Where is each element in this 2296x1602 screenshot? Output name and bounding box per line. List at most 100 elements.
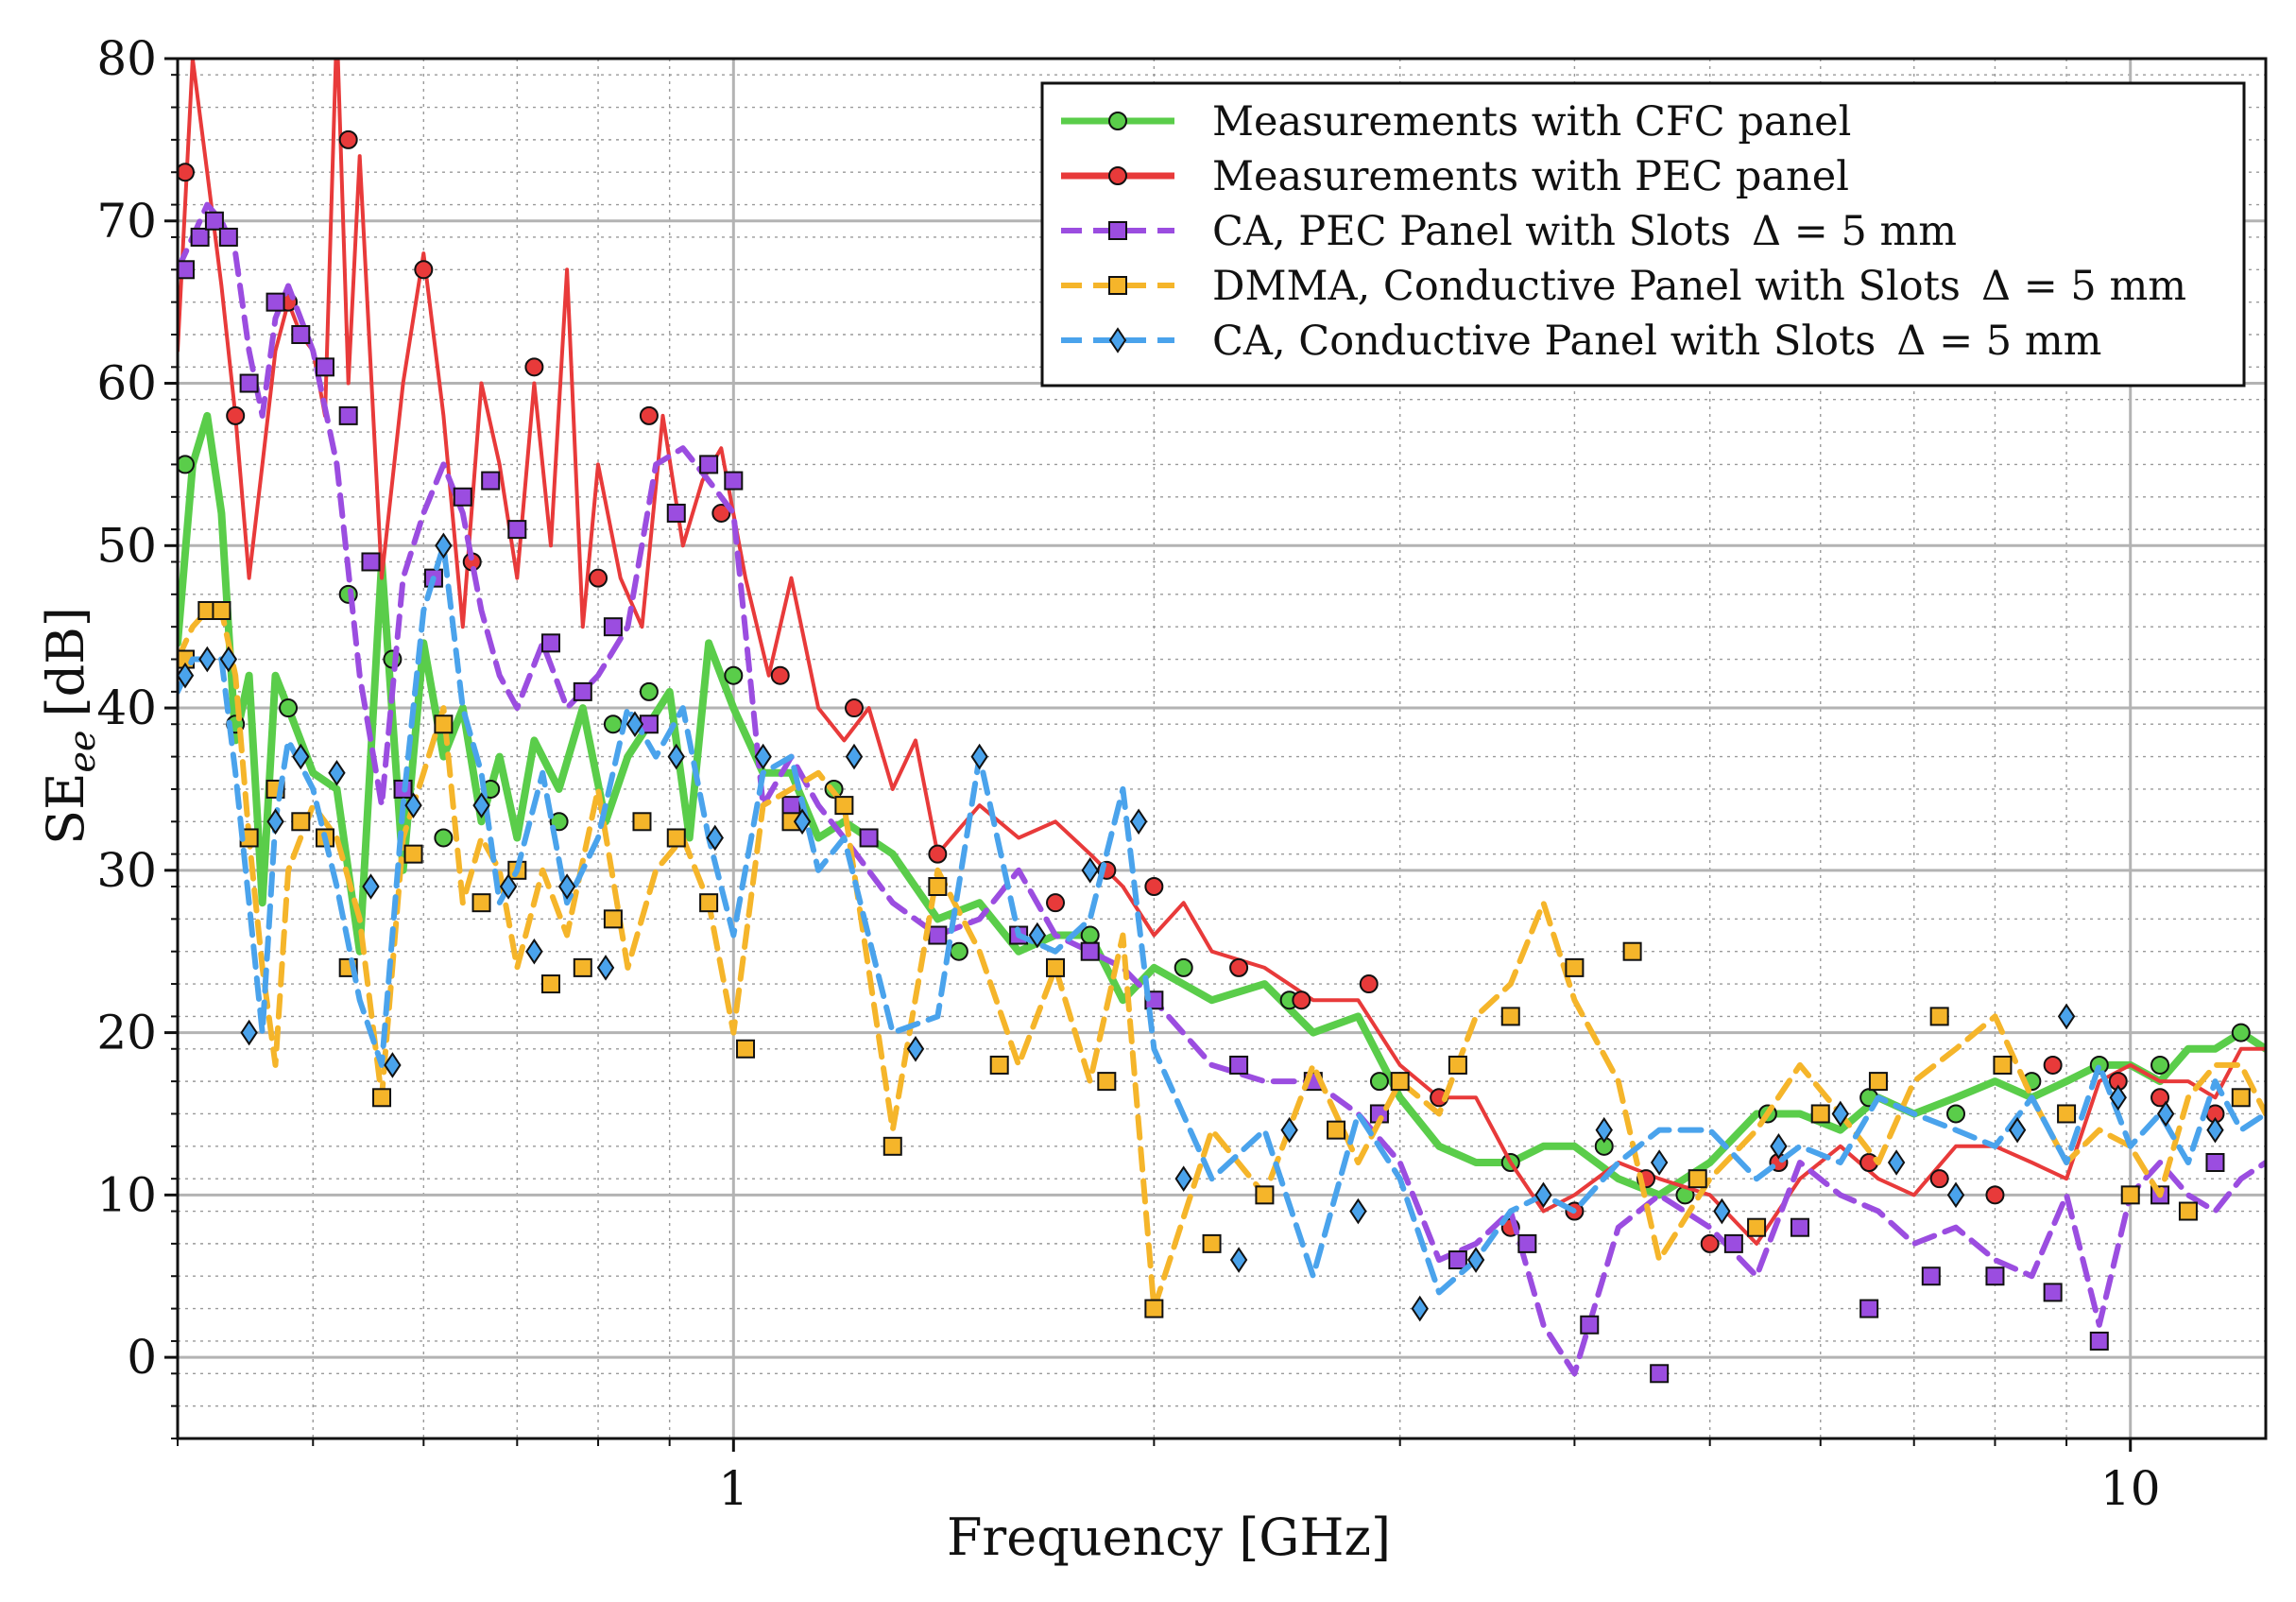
series-marker — [2150, 1055, 2170, 1075]
series-marker — [1229, 1247, 1248, 1273]
y-tick-label: 10 — [96, 1167, 157, 1222]
series-marker — [1080, 925, 1100, 945]
series-marker — [1595, 1116, 1613, 1144]
series-marker — [524, 357, 544, 377]
y-tick-label: 80 — [96, 31, 157, 86]
series-marker — [928, 877, 948, 896]
series-marker — [970, 743, 988, 770]
series-marker — [989, 1055, 1009, 1075]
legend-swatch-marker — [1108, 166, 1127, 185]
series-marker — [1946, 1181, 1965, 1209]
series-marker — [1448, 1250, 1467, 1270]
legend-label: Measurements with CFC panel — [1212, 98, 1851, 146]
series-marker — [699, 455, 719, 474]
series-marker — [1747, 1217, 1767, 1237]
y-axis-label-main: SE — [36, 772, 95, 844]
series-marker — [2120, 1185, 2140, 1205]
series-marker — [1993, 1055, 2013, 1075]
x-tick-label: 1 — [718, 1461, 748, 1516]
legend-entry: Measurements with CFC panel — [1061, 98, 1851, 146]
series-marker — [949, 941, 968, 961]
series-marker — [362, 873, 380, 900]
series-marker — [706, 824, 724, 852]
series-marker — [1790, 1217, 1809, 1237]
series-marker — [1046, 893, 1066, 913]
series-marker — [226, 405, 246, 425]
series-line — [178, 201, 2266, 1377]
series-marker — [1650, 1149, 1669, 1176]
series-2 — [178, 201, 2266, 1384]
series-marker — [557, 873, 576, 900]
legend: Measurements with CFC panel Measurements … — [1040, 81, 2246, 388]
series-marker — [178, 163, 195, 182]
series-marker — [2057, 1003, 2076, 1030]
y-axis-label-subscript: ee — [61, 730, 103, 772]
series-marker — [414, 260, 434, 280]
legend-swatch-marker — [1108, 276, 1127, 295]
y-tick-label: 50 — [96, 518, 157, 573]
series-marker — [2178, 1201, 2198, 1221]
series-marker — [603, 909, 623, 929]
series-line — [178, 608, 2266, 1312]
series-marker — [906, 1035, 925, 1062]
series-marker — [573, 681, 592, 701]
series-marker — [1081, 857, 1099, 884]
series-marker — [2057, 1104, 2077, 1124]
series-marker — [507, 520, 527, 540]
y-tick-label: 60 — [96, 356, 157, 411]
series-marker — [1369, 1072, 1389, 1092]
series-marker — [596, 955, 615, 981]
series-marker — [2206, 1116, 2224, 1144]
series-marker — [435, 532, 453, 560]
tick-labels: 0 10 20 30 40 50 60 70 80 1 10 — [96, 31, 2160, 1516]
series-marker — [2205, 1153, 2225, 1172]
series-marker — [198, 646, 216, 673]
series-marker — [724, 665, 744, 685]
series-marker — [1985, 1266, 2005, 1286]
y-axis-label: SEee [dB] — [36, 607, 103, 845]
series-marker — [1921, 1266, 1941, 1286]
series-marker — [625, 711, 644, 738]
series-marker — [404, 792, 422, 818]
series-marker — [291, 812, 311, 832]
series-marker — [540, 974, 560, 994]
series-marker — [372, 1088, 392, 1108]
series-marker — [328, 759, 346, 786]
series-marker — [667, 743, 685, 770]
series-marker — [1202, 1233, 1222, 1253]
series-marker — [1534, 1181, 1552, 1209]
series-marker — [2109, 1084, 2127, 1111]
y-axis-label-unit: [dB] — [36, 607, 95, 716]
series-line — [178, 411, 2266, 1199]
series-marker — [928, 844, 948, 864]
series-marker — [882, 1136, 902, 1156]
legend-box — [1040, 81, 2246, 388]
series-marker — [1650, 1364, 1670, 1384]
series-marker — [1688, 1169, 1707, 1189]
series-marker — [2089, 1331, 2109, 1351]
series-marker — [266, 808, 284, 835]
series-marker — [793, 808, 812, 835]
series-marker — [844, 698, 864, 718]
series-marker — [736, 1039, 756, 1059]
series-marker — [770, 665, 790, 685]
y-tick-label: 70 — [96, 194, 157, 249]
legend-swatch-marker — [1108, 112, 1127, 130]
series-marker — [1292, 990, 1311, 1010]
series-marker — [453, 487, 472, 507]
series-marker — [292, 743, 310, 770]
series-marker — [1229, 1055, 1249, 1075]
series-marker — [1144, 1299, 1164, 1318]
series-marker — [2043, 1283, 2063, 1302]
series-marker — [499, 873, 518, 900]
series-marker — [1229, 957, 1249, 977]
series-marker — [666, 503, 686, 523]
series-marker — [279, 698, 299, 718]
series-marker — [361, 552, 381, 572]
series-marker — [1810, 1104, 1830, 1124]
series-marker — [632, 812, 652, 832]
series-line — [178, 59, 2266, 1246]
series-0 — [178, 411, 2266, 1205]
legend-label: DMMA, Conductive Panel with Slots Δ = 5 m… — [1212, 263, 2186, 310]
